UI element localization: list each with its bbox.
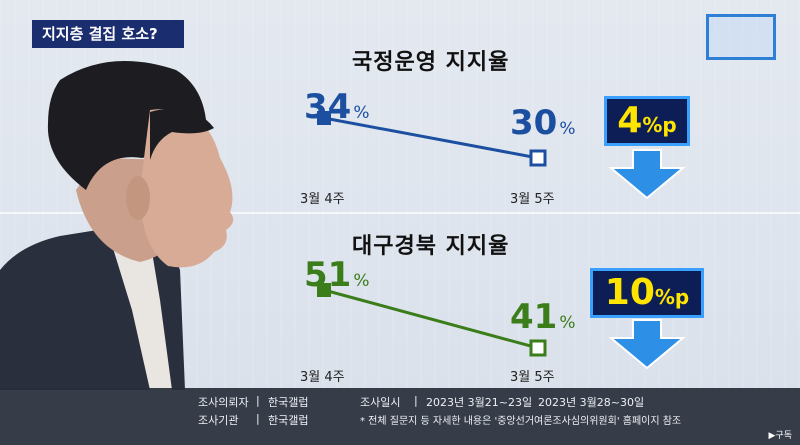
chart-1-series-line <box>323 116 539 160</box>
chart-1-value-label-2: 30% <box>510 103 576 143</box>
chart-2-value-label-1: 51% <box>304 255 370 295</box>
chart-2-value-label-2: 41% <box>510 297 576 337</box>
chart-1-x-tick-2: 3월 5주 <box>510 192 555 207</box>
agency-sep: | <box>256 412 260 425</box>
date-1: 2023년 3월21~23일 <box>426 396 533 409</box>
date-label: 조사일시 <box>360 396 401 409</box>
headline-banner: 지지층 결집 호소? <box>32 20 184 48</box>
chart-1-value-label-1: 34% <box>304 87 370 127</box>
chart-1-point-1 <box>317 111 331 125</box>
chart-2-x-tick-2: 3월 5주 <box>510 370 555 385</box>
date-sep: | <box>414 394 418 407</box>
subscribe-badge[interactable]: ▶구독 <box>768 431 792 441</box>
client-label: 조사의뢰자 <box>198 396 249 409</box>
chart-2-down-arrow-icon <box>608 319 686 370</box>
client-sep: | <box>256 394 260 407</box>
date-2: 2023년 3월28~30일 <box>538 396 645 409</box>
person-photo <box>0 61 234 390</box>
chart-1-point-2 <box>529 149 547 167</box>
chart-1-down-arrow-icon <box>608 149 686 200</box>
panel-divider <box>0 212 800 214</box>
agency-label: 조사기관 <box>198 414 239 427</box>
survey-info-footer: 조사의뢰자 | 한국갤럽 조사일시 | 2023년 3월21~23일 2023년… <box>0 388 800 445</box>
logo-frame <box>706 14 776 60</box>
chart-1-x-tick-1: 3월 4주 <box>300 192 345 207</box>
agency-value: 한국갤럽 <box>268 414 309 427</box>
chart-2-change-box: 10%p <box>590 268 704 318</box>
chart-2-point-1 <box>317 283 331 297</box>
chart-2-title: 대구경북 지지율 <box>352 234 510 259</box>
chart-2-point-2 <box>529 339 547 357</box>
chart-2-series-line <box>323 288 539 350</box>
chart-1-title: 국정운영 지지율 <box>352 50 510 75</box>
client-value: 한국갤럽 <box>268 396 309 409</box>
headline-text: 지지층 결집 호소? <box>42 25 158 43</box>
footer-note: * 전체 질문지 등 자세한 내용은 '중앙선거여론조사심의위원회' 홈페이지 … <box>360 416 682 427</box>
chart-2-x-tick-1: 3월 4주 <box>300 370 345 385</box>
chart-1-change-box: 4%p <box>604 96 690 146</box>
